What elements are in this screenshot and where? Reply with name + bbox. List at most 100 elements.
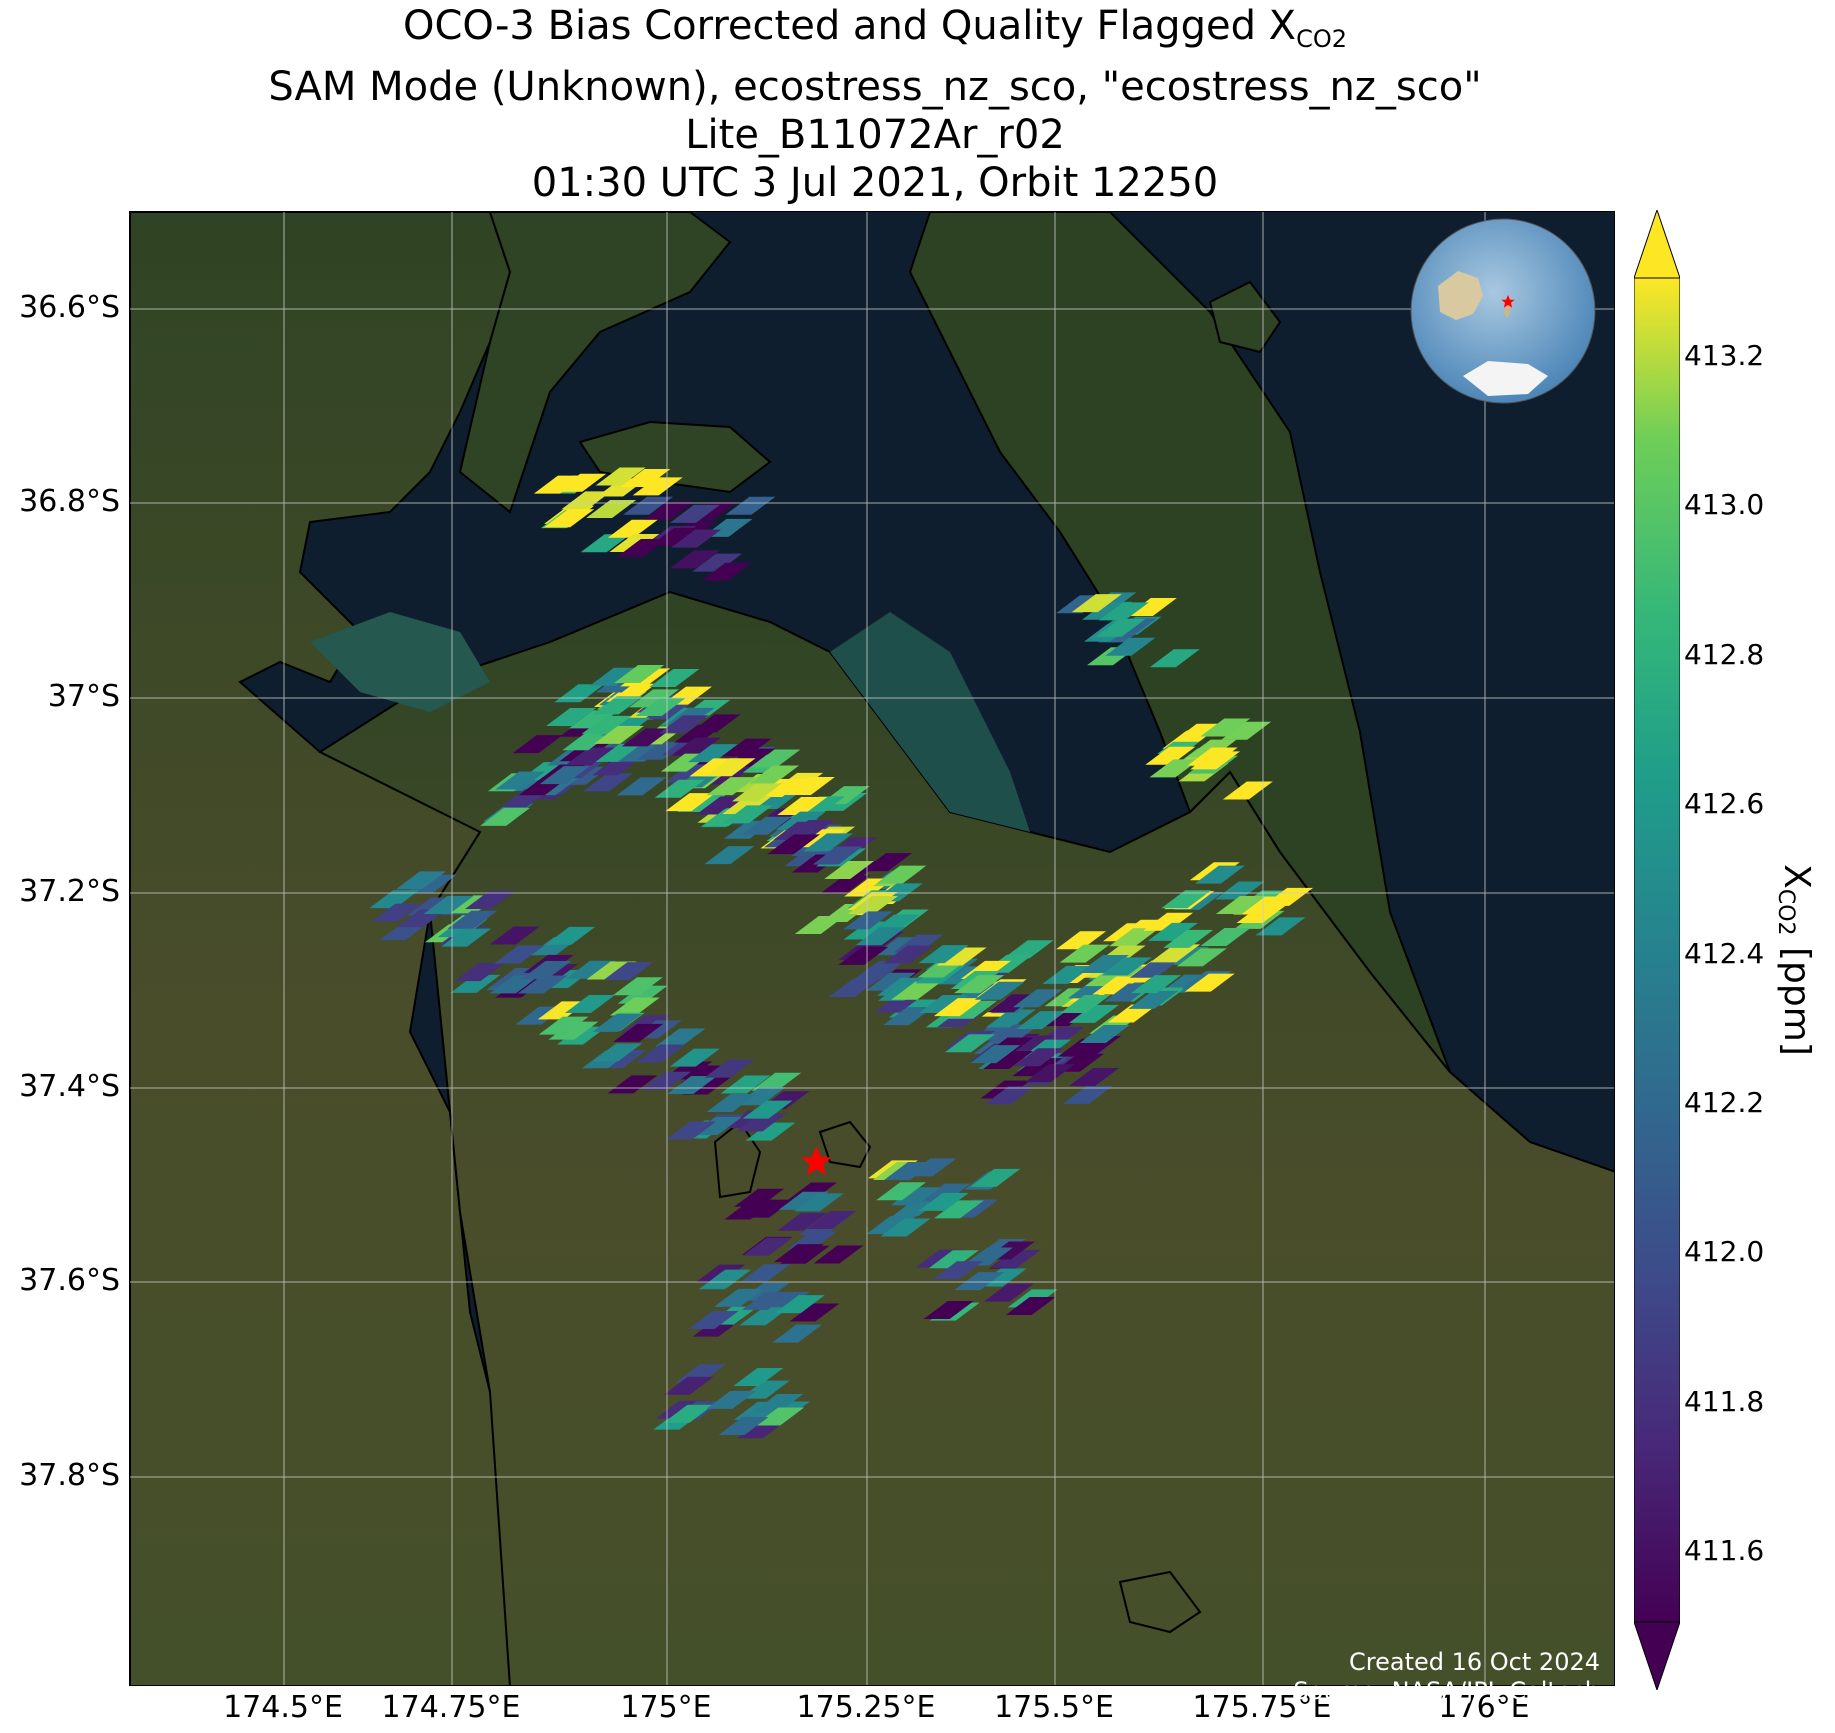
xco2-sounding-cell: [1221, 721, 1272, 740]
xco2-sounding-cell: [687, 744, 738, 763]
xco2-sounding-cell: [725, 496, 776, 515]
xco2-sounding-cell: [1194, 865, 1245, 884]
xco2-sounding-cell: [1172, 723, 1223, 742]
xco2-sounding-cell: [582, 773, 633, 792]
xco2-sounding-cell: [750, 749, 801, 768]
xco2-sounding-cell: [1078, 955, 1129, 974]
xco2-sounding-cell: [1012, 989, 1063, 1008]
xco2-sounding-cell: [721, 738, 772, 757]
lon-tick-label: 176°E: [1438, 1690, 1530, 1725]
xco2-sounding-cell: [562, 732, 613, 751]
xco2-sounding-cell: [734, 1188, 785, 1207]
map-canvas[interactable]: [130, 212, 1615, 1686]
xco2-sounding-cell: [564, 747, 615, 766]
lake-outline-2: [818, 1120, 872, 1169]
xco2-sounding-cell: [607, 519, 658, 538]
xco2-sounding-cell: [1236, 904, 1287, 923]
xco2-sounding-cell: [592, 1013, 643, 1032]
xco2-sounding-cell: [891, 981, 942, 1000]
xco2-sounding-cell: [1059, 944, 1110, 963]
source-attribution: Source: NASA/JPL-Caltech: [1293, 1677, 1600, 1705]
xco2-sounding-cell: [569, 710, 620, 729]
xco2-sounding-cell: [974, 981, 1025, 1000]
xco2-sounding-cell: [489, 975, 540, 994]
xco2-sounding-cell: [1176, 948, 1227, 967]
xco2-sounding-cell: [812, 846, 863, 865]
xco2-sounding-cell: [1095, 618, 1146, 637]
xco2-sounding-cell: [784, 777, 835, 796]
colorbar: [1634, 210, 1680, 1690]
xco2-sounding-cell: [655, 1028, 706, 1047]
lat-tick-label: 37.4°S: [19, 1069, 120, 1104]
title-line1: OCO-3 Bias Corrected and Quality Flagged…: [402, 3, 1297, 49]
xco2-sounding-cell: [674, 724, 725, 743]
xco2-sounding-cell: [770, 834, 821, 853]
xco2-sounding-cell: [1147, 922, 1198, 941]
lon-tick-label: 175.25°E: [796, 1690, 936, 1725]
xco2-sounding-cell: [644, 501, 695, 520]
lake-outline-3: [1118, 1570, 1202, 1634]
lat-tick-label: 37.6°S: [19, 1263, 120, 1298]
lat-tick-label: 37°S: [47, 679, 120, 714]
xco2-sounding-cell: [704, 846, 755, 865]
xco2-sounding-cell: [512, 735, 563, 754]
xco2-sounding-cell: [954, 1272, 1005, 1291]
xco2-sounding-cell: [533, 475, 584, 494]
xco2-sounding-cell: [1024, 1064, 1075, 1083]
xco2-sounding-cell: [663, 1404, 714, 1423]
colorbar-gradient: [1634, 277, 1680, 1623]
xco2-sounding-cell: [1057, 1038, 1108, 1057]
xco2-sounding-cell: [1107, 1004, 1158, 1023]
firth-of-thames: [830, 612, 1030, 832]
xco2-sounding-cell: [742, 1237, 793, 1256]
xco2-sounding-cell: [936, 947, 987, 966]
xco2-sounding-cell: [1060, 994, 1111, 1013]
xco2-sounding-cell: [918, 945, 969, 964]
xco2-sounding-cell: [1215, 895, 1266, 914]
xco2-sounding-cell: [774, 1295, 825, 1314]
map-panel[interactable]: [129, 211, 1615, 1686]
xco2-sounding-cell: [1071, 594, 1122, 613]
target-location-star: [801, 1146, 832, 1176]
xco2-sounding-cell: [592, 696, 643, 715]
xco2-sounding-cell: [749, 765, 800, 784]
xco2-soundings: [369, 467, 1314, 1439]
xco2-sounding-cell: [802, 833, 853, 852]
lon-tick-label: 175.5°E: [994, 1690, 1114, 1725]
xco2-sounding-cell: [740, 1264, 791, 1283]
xco2-sounding-cell: [777, 1212, 828, 1231]
map-gridlines: [130, 212, 1614, 1685]
xco2-sounding-cell: [776, 811, 827, 830]
xco2-sounding-cell: [1016, 1011, 1067, 1030]
xco2-sounding-cell: [669, 504, 720, 523]
xco2-sounding-cell: [595, 743, 646, 762]
xco2-sounding-cell: [784, 848, 835, 867]
xco2-sounding-cell: [928, 1250, 979, 1269]
xco2-sounding-cell: [688, 1310, 739, 1329]
xco2-sounding-cell: [1109, 928, 1160, 947]
xco2-sounding-cell: [614, 665, 665, 684]
xco2-sounding-cell: [880, 1218, 931, 1237]
xco2-sounding-cell: [918, 1192, 969, 1211]
colorbar-tick-label: 412.6: [1684, 787, 1765, 820]
xco2-sounding-cell: [983, 1050, 1034, 1069]
xco2-sounding-cell: [722, 805, 773, 824]
xco2-sounding-cell: [722, 796, 773, 815]
figure-title: OCO-3 Bias Corrected and Quality Flagged…: [130, 2, 1620, 207]
colorbar-label-suffix: [ppm]: [1776, 935, 1817, 1056]
xco2-sounding-cell: [954, 975, 1005, 994]
colorbar-tick-label: 412.0: [1684, 1235, 1765, 1268]
xco2-sounding-cell: [741, 816, 792, 835]
xco2-sounding-cell: [884, 1161, 935, 1180]
xco2-sounding-cell: [539, 766, 590, 785]
xco2-sounding-cell: [984, 1086, 1035, 1105]
lon-tick-label: 175.75°E: [1192, 1690, 1332, 1725]
xco2-sounding-cell: [1105, 637, 1156, 656]
xco2-sounding-cell: [1131, 975, 1182, 994]
xco2-sounding-cell: [934, 1200, 985, 1219]
xco2-sounding-cell: [1214, 881, 1265, 900]
xco2-sounding-cell: [692, 553, 743, 572]
xco2-sounding-cell: [883, 945, 934, 964]
xco2-sounding-cell: [613, 1023, 664, 1042]
globe-ocean: [1410, 218, 1596, 404]
